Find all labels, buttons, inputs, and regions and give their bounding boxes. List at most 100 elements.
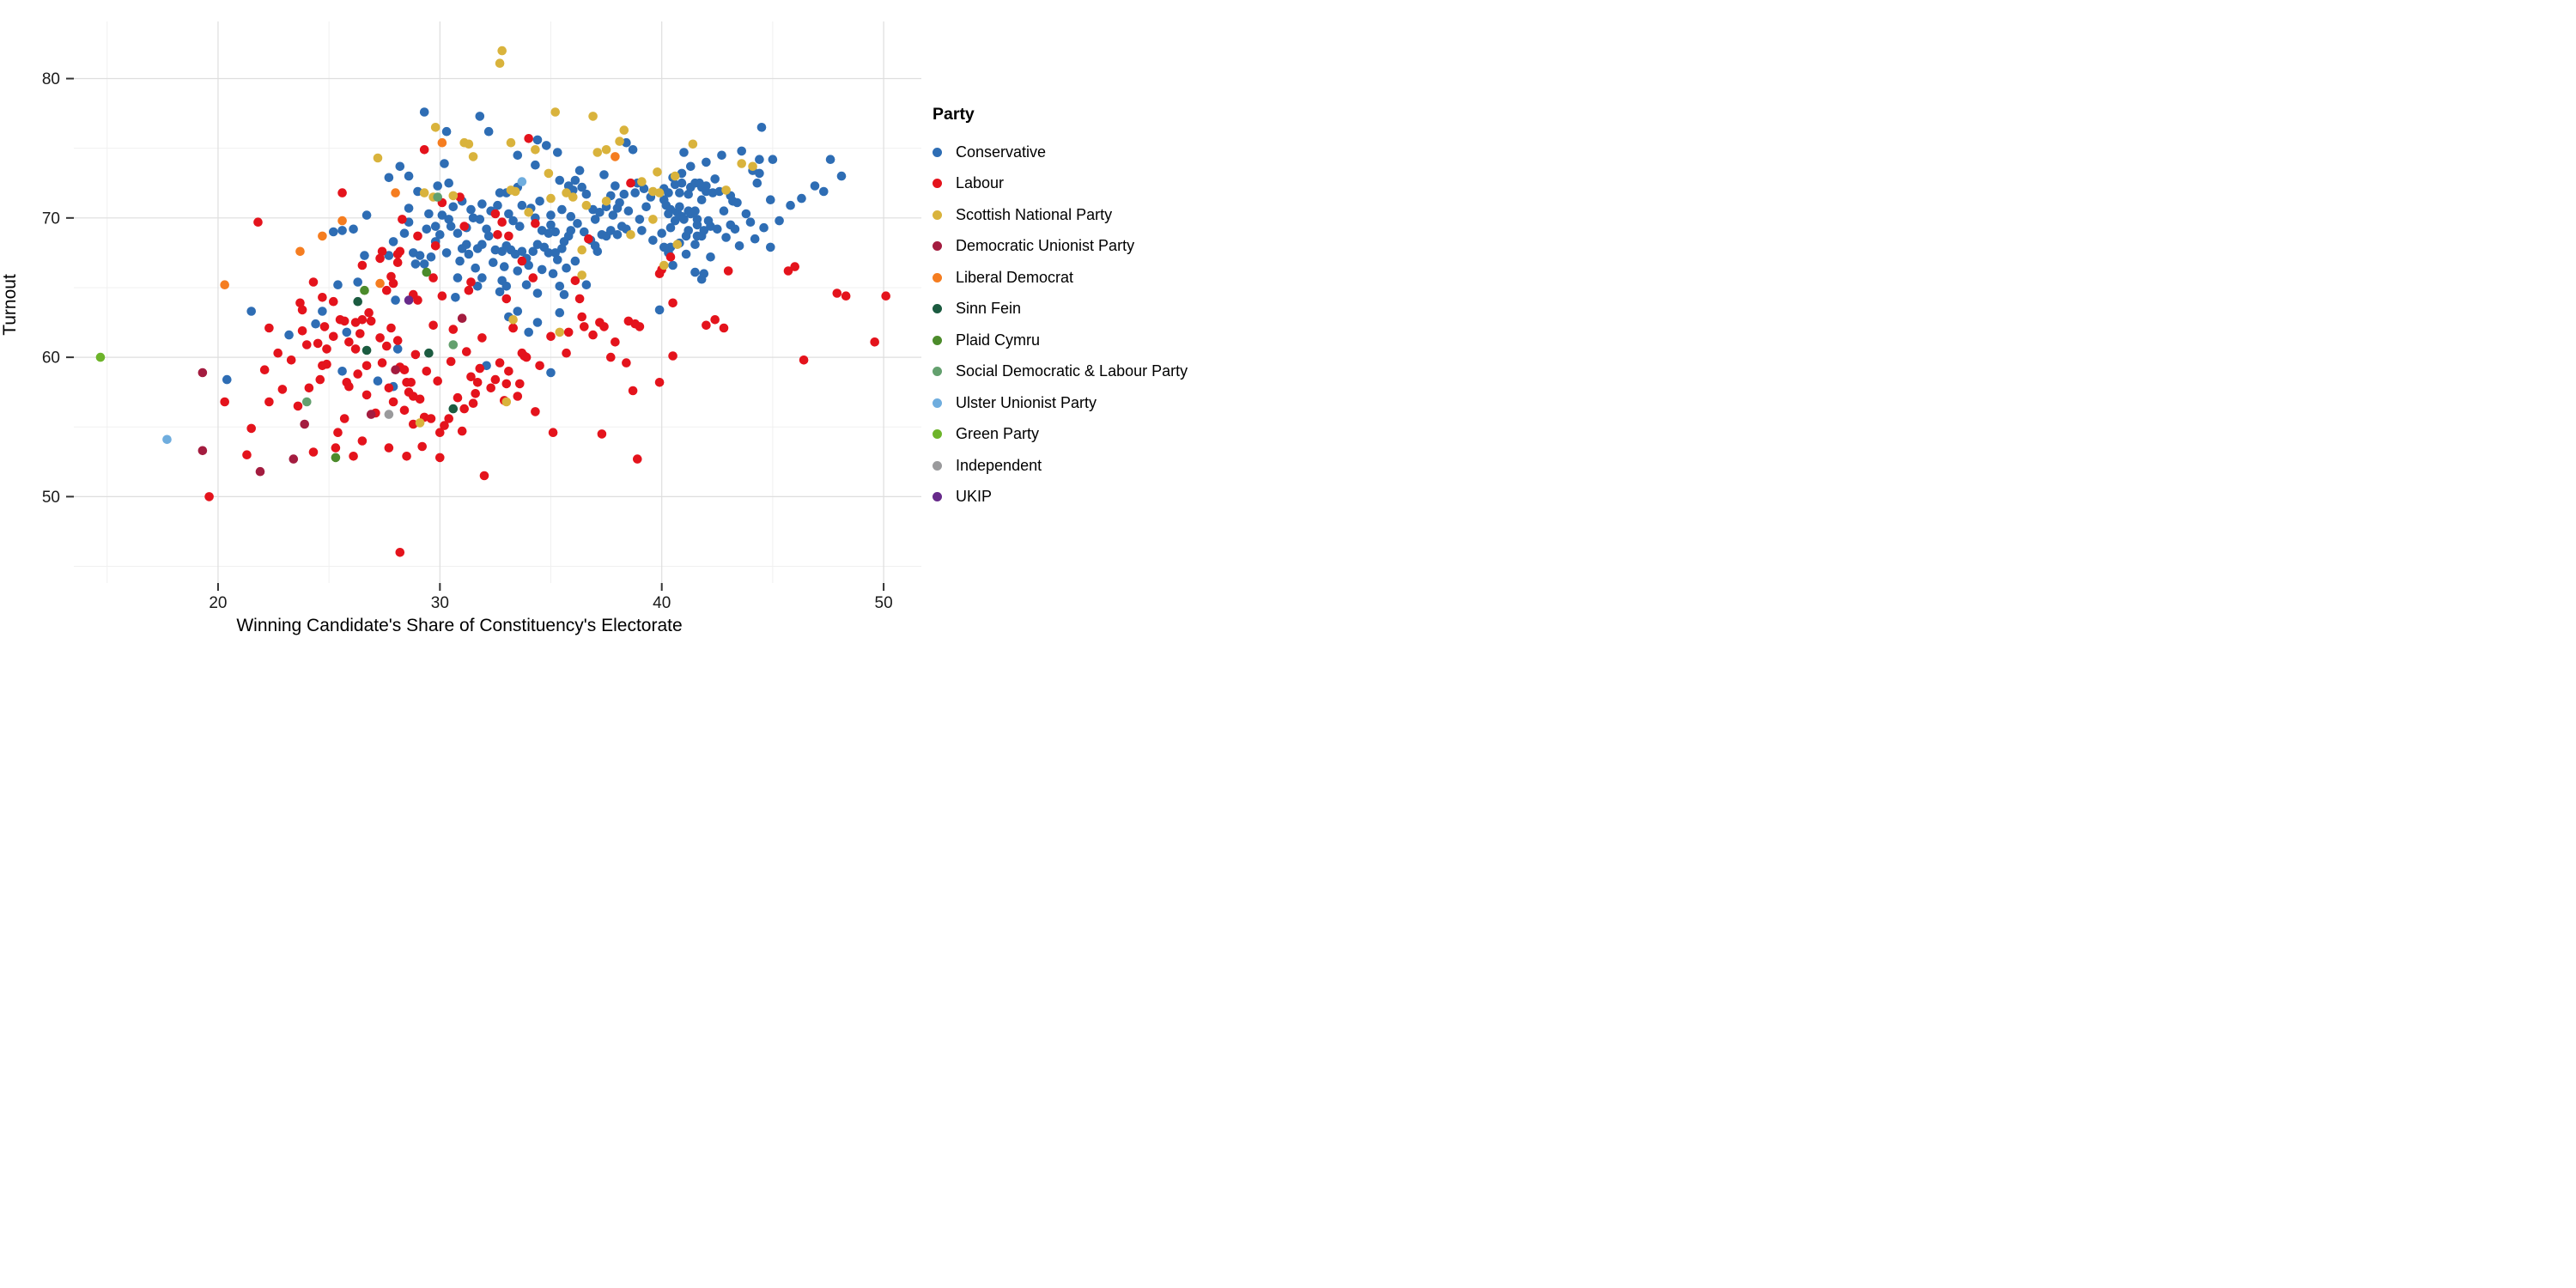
legend-item-scottish-national-party: Scottish National Party <box>933 199 1188 231</box>
data-point-democratic-unionist-party <box>300 419 310 429</box>
data-point-ulster-unionist-party <box>162 434 172 445</box>
data-point-conservative <box>623 206 634 216</box>
data-point-labour <box>472 378 483 387</box>
data-point-labour <box>220 397 230 407</box>
data-point-social-democratic-labour-party <box>433 192 442 202</box>
data-point-labour <box>375 253 385 264</box>
data-point-conservative <box>360 251 369 260</box>
data-point-labour <box>459 222 469 231</box>
data-point-conservative <box>329 227 338 237</box>
data-point-labour <box>357 315 368 325</box>
data-point-conservative <box>756 123 767 132</box>
data-point-conservative <box>721 233 731 242</box>
data-point-scottish-national-party <box>430 123 440 132</box>
data-point-conservative <box>683 226 693 235</box>
data-point-scottish-national-party <box>672 240 683 250</box>
data-point-labour <box>479 471 489 481</box>
data-point-conservative <box>441 126 452 137</box>
data-point-conservative <box>574 166 585 175</box>
data-point-conservative <box>702 157 711 167</box>
data-point-conservative <box>595 208 605 217</box>
data-point-plaid-cymru <box>360 285 369 295</box>
data-point-labour <box>486 383 495 393</box>
data-point-labour <box>297 326 307 336</box>
party-color-swatch-icon <box>933 210 942 220</box>
data-point-labour <box>548 428 558 438</box>
data-point-labour <box>246 423 257 434</box>
data-point-conservative <box>444 178 453 188</box>
data-point-conservative <box>453 273 463 283</box>
data-point-scottish-national-party <box>562 188 571 197</box>
data-point-labour <box>531 407 540 416</box>
data-point-labour <box>606 352 616 362</box>
party-color-swatch-icon <box>933 335 942 345</box>
data-point-labour <box>466 277 476 287</box>
data-point-labour <box>377 358 387 368</box>
data-point-conservative <box>500 262 509 271</box>
data-point-democratic-unionist-party <box>366 410 376 419</box>
data-point-scottish-national-party <box>550 107 560 117</box>
data-point-labour <box>264 397 274 407</box>
data-point-democratic-unionist-party <box>197 446 208 456</box>
data-point-conservative <box>501 282 512 291</box>
y-tick-label: 80 <box>42 70 60 88</box>
data-point-liberal-democrat <box>295 246 305 257</box>
data-point-labour <box>399 365 410 375</box>
data-point-scottish-national-party <box>601 197 611 206</box>
data-point-conservative <box>388 237 398 246</box>
data-point-labour <box>415 394 425 404</box>
data-point-conservative <box>606 226 616 235</box>
data-point-conservative <box>553 148 562 157</box>
data-point-conservative <box>528 246 538 257</box>
data-point-labour <box>253 217 263 227</box>
data-point-conservative <box>550 248 560 258</box>
data-point-labour <box>462 347 471 356</box>
data-point-conservative <box>577 182 586 192</box>
data-point-conservative <box>399 228 410 239</box>
data-point-labour <box>444 414 453 423</box>
data-point-scottish-national-party <box>464 139 474 149</box>
data-point-conservative <box>611 181 620 191</box>
data-point-labour <box>350 344 361 354</box>
data-point-labour <box>584 234 593 244</box>
data-point-scottish-national-party <box>592 148 603 157</box>
data-point-labour <box>329 296 338 307</box>
data-point-labour <box>508 323 518 333</box>
data-point-labour <box>457 426 467 436</box>
data-point-labour <box>315 374 325 385</box>
data-point-conservative <box>675 188 684 197</box>
data-point-conservative <box>457 244 467 253</box>
data-point-conservative <box>608 210 618 220</box>
data-point-conservative <box>836 171 847 181</box>
data-point-labour <box>599 322 609 331</box>
data-point-labour <box>477 333 487 343</box>
data-point-conservative <box>422 224 432 234</box>
data-point-conservative <box>730 224 740 234</box>
data-point-labour <box>501 379 512 389</box>
data-point-labour <box>435 428 445 438</box>
data-point-conservative <box>710 174 720 184</box>
x-tick-label: 40 <box>653 594 671 612</box>
data-point-scottish-national-party <box>619 125 629 135</box>
data-point-labour <box>504 367 513 376</box>
data-point-scottish-national-party <box>506 137 516 148</box>
data-point-conservative <box>719 206 729 216</box>
data-point-scottish-national-party <box>524 208 533 217</box>
data-point-conservative <box>619 189 629 199</box>
data-point-conservative <box>599 170 609 179</box>
legend-item-sinn-fein: Sinn Fein <box>933 294 1188 325</box>
data-point-labour <box>841 291 851 301</box>
data-point-conservative <box>349 224 358 234</box>
data-point-conservative <box>555 307 565 318</box>
legend-item-label: Independent <box>956 456 1042 474</box>
data-point-labour <box>870 337 879 347</box>
data-point-labour <box>331 443 341 453</box>
data-point-labour <box>435 453 445 463</box>
data-point-labour <box>501 294 512 304</box>
data-point-labour <box>471 389 480 398</box>
data-point-conservative <box>464 249 474 259</box>
data-point-conservative <box>657 228 666 239</box>
data-point-scottish-national-party <box>588 112 598 121</box>
data-point-labour <box>453 392 463 403</box>
data-point-conservative <box>825 155 835 164</box>
